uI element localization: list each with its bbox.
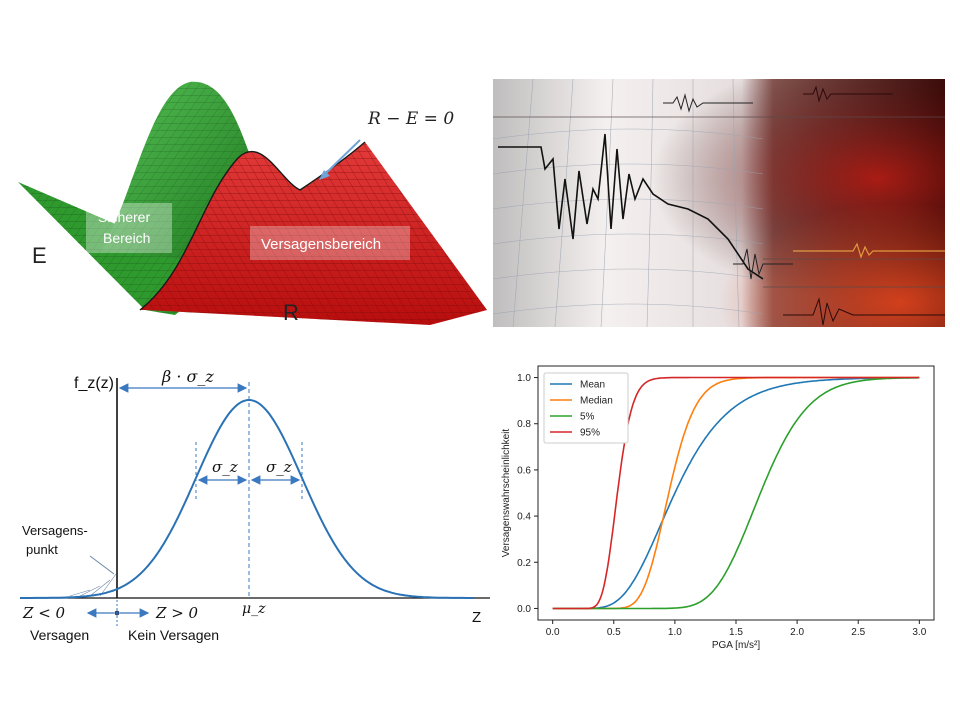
reliability-figure: f_z(z) β · σ_z σ_z σ_z μ_z Z Versagens- … — [20, 367, 490, 643]
legend-label: 95% — [580, 428, 600, 439]
limit-state-arrow — [322, 139, 361, 177]
x-axis-label: PGA [m/s²] — [712, 640, 761, 651]
z-positive-label: Z > 0 — [155, 604, 199, 622]
series-line-0 — [552, 376, 920, 610]
fragility-chart: 0.0 0.5 1.0 1.5 2.0 2.5 3.0 0.0 0.2 0.4 0.6 0.8 1.0 … — [500, 358, 940, 658]
y-tick-label: 0.2 — [517, 558, 531, 569]
y-tick-label: 0.0 — [517, 604, 531, 615]
series-line-2 — [552, 376, 920, 610]
y-tick-label: 0.6 — [517, 465, 531, 476]
limit-state-surface-panel: Sicherer Bereich Versagensbereich R − E … — [0, 60, 490, 330]
failure-point-line1: Versagens- — [22, 523, 88, 538]
legend-label: Mean — [580, 380, 605, 391]
seismograph-icon — [493, 79, 945, 327]
surface-figure: Sicherer Bereich Versagensbereich R − E … — [18, 81, 487, 325]
failure-label: Versagen — [30, 627, 89, 643]
legend-label: Median — [580, 396, 613, 407]
series-line-3 — [552, 376, 920, 610]
x-tick-label: 1.0 — [668, 627, 682, 638]
mu-label: μ_z — [242, 601, 266, 617]
limit-state-label: R − E = 0 — [367, 109, 454, 129]
x-tick-label: 1.5 — [729, 627, 743, 638]
x-tick-label: 3.0 — [912, 627, 926, 638]
y-tick-label: 0.4 — [517, 512, 531, 523]
safe-region-line2: Bereich — [103, 230, 150, 246]
fragility-chart-svg: 0.0 0.5 1.0 1.5 2.0 2.5 3.00.00.20.40.60.81.0 … — [501, 365, 935, 651]
x-tick-label: 0.0 — [546, 627, 560, 638]
sigma-left-label: σ_z — [212, 458, 238, 476]
z-negative-label: Z < 0 — [22, 604, 66, 622]
x-tick-label: 0.5 — [607, 627, 621, 638]
density-curve — [20, 399, 474, 599]
x-tick-label: 2.0 — [790, 627, 804, 638]
axis-e-label: E — [32, 243, 47, 268]
z-axis-label: Z — [472, 609, 481, 626]
x-tick-label: 2.5 — [851, 627, 865, 638]
y-axis-label: Versagenswahrscheinlichkeit — [501, 429, 512, 558]
legend: Mean Median 5% 95% — [543, 372, 629, 444]
y-tick-label: 1.0 — [517, 373, 531, 384]
reliability-diagram: f_z(z) β · σ_z σ_z σ_z μ_z Z Versagens- … — [0, 360, 495, 660]
legend-label: 5% — [580, 412, 595, 423]
safe-region-line1: Sicherer — [98, 209, 150, 225]
failure-point-line2: punkt — [26, 542, 58, 557]
y-tick-label: 0.8 — [517, 419, 531, 430]
no-failure-label: Kein Versagen — [128, 627, 219, 643]
beta-sigma-label: β · σ_z — [161, 367, 214, 386]
axis-r-label: R — [283, 300, 299, 325]
sigma-right-label: σ_z — [266, 458, 292, 476]
density-label: f_z(z) — [74, 375, 114, 392]
seismograph-photo — [493, 79, 945, 327]
failure-region-label: Versagensbereich — [261, 236, 381, 253]
